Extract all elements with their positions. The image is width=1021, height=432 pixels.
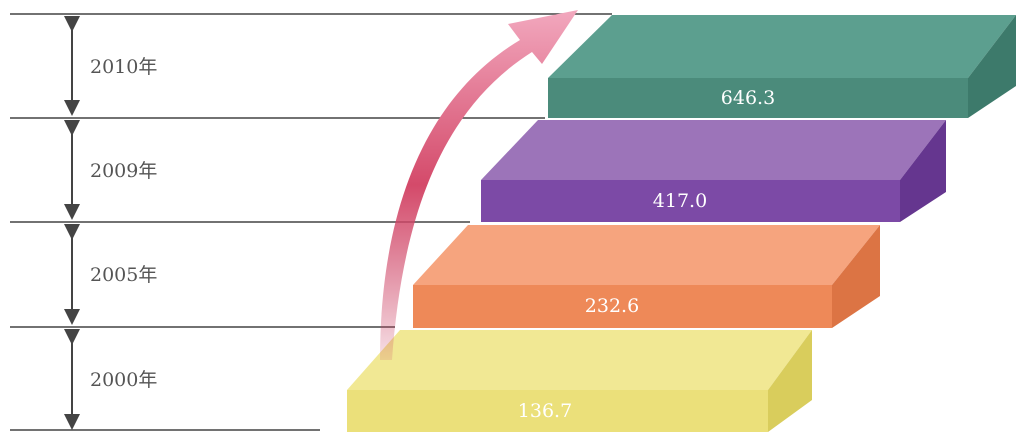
step: 646.3 (548, 15, 1016, 118)
year-label: 2010年 (90, 56, 157, 78)
step-value: 417.0 (653, 190, 707, 212)
year-label: 2005年 (90, 264, 157, 286)
step: 417.0 (481, 120, 946, 222)
step: 232.6 (413, 225, 880, 328)
step: 136.7 (347, 330, 812, 432)
year-label: 2000年 (90, 369, 157, 391)
step-value: 136.7 (518, 400, 572, 422)
year-label: 2009年 (90, 160, 157, 182)
step-value: 646.3 (721, 87, 775, 109)
growth-arrow (380, 10, 578, 360)
step-value: 232.6 (585, 295, 639, 317)
